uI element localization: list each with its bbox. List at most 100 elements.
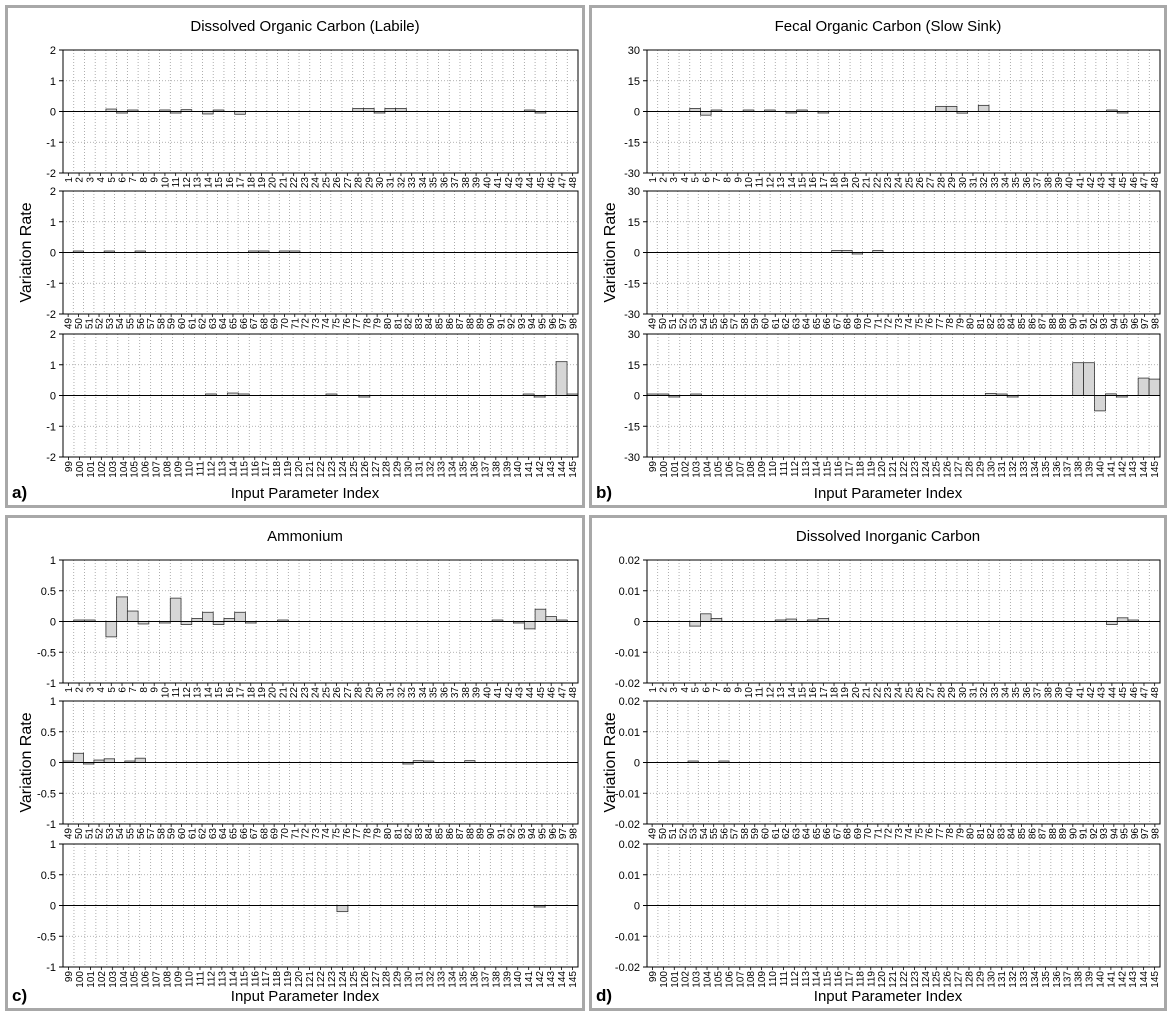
x-tick-label: 63 [791, 318, 802, 330]
x-tick-label: 3 [85, 687, 96, 693]
x-tick-label: 80 [966, 318, 977, 330]
x-tick-label: 63 [791, 828, 802, 840]
y-axis-label: Variation Rate [18, 712, 35, 812]
x-tick-label: 127 [371, 971, 382, 988]
x-tick-label: 124 [338, 461, 349, 478]
x-tick-label: 114 [812, 971, 823, 987]
x-tick-label: 21 [278, 177, 289, 189]
x-tick-label: 92 [1089, 828, 1100, 840]
x-tick-label: 86 [445, 828, 456, 840]
x-tick-label: 55 [709, 318, 720, 330]
x-tick-label: 28 [354, 177, 365, 189]
x-tick-label: 124 [921, 461, 932, 478]
x-tick-label: 48 [1150, 687, 1161, 699]
x-tick-label: 115 [239, 461, 250, 477]
x-tick-label: 11 [755, 687, 766, 698]
x-tick-label: 63 [208, 318, 219, 330]
x-tick-label: 12 [182, 177, 193, 189]
x-tick-label: 34 [1001, 177, 1012, 189]
x-tick-label: 13 [193, 687, 204, 699]
x-tick-label: 35 [429, 687, 440, 699]
x-tick-label: 98 [1150, 318, 1161, 330]
x-tick-label: 62 [781, 318, 792, 330]
bar [126, 610, 139, 622]
x-tick-label: 40 [482, 177, 493, 189]
x-tick-label: 100 [75, 461, 86, 478]
x-tick-label: 57 [730, 828, 741, 840]
x-tick-label: 90 [486, 318, 497, 330]
x-tick-label: 113 [217, 461, 228, 477]
x-tick-label: 11 [171, 687, 182, 698]
x-tick-label: 1 [64, 687, 75, 693]
x-tick-label: 60 [760, 318, 771, 330]
x-tick-label: 4 [680, 687, 691, 693]
x-tick-label: 5 [107, 177, 118, 183]
x-tick-label: 69 [853, 318, 864, 330]
x-tick-label: 53 [689, 828, 700, 840]
x-tick-label: 134 [447, 461, 458, 478]
y-tick-label: 2 [50, 329, 56, 341]
y-tick-label: -0.01 [615, 788, 640, 800]
bar [935, 105, 947, 112]
x-tick-label: 68 [843, 828, 854, 840]
x-tick-label: 66 [239, 828, 250, 840]
x-tick-label: 56 [136, 828, 147, 840]
x-tick-label: 138 [491, 971, 502, 988]
x-tick-label: 128 [964, 971, 975, 988]
x-tick-label: 94 [527, 318, 538, 330]
x-tick-label: 120 [877, 461, 888, 478]
x-tick-label: 46 [547, 177, 558, 189]
x-tick-label: 75 [331, 828, 342, 840]
x-tick-label: 15 [214, 177, 225, 189]
x-tick-label: 105 [713, 461, 724, 478]
x-tick-label: 54 [115, 318, 126, 330]
x-tick-label: 60 [760, 828, 771, 840]
x-tick-label: 50 [74, 828, 85, 840]
x-tick-label: 123 [327, 971, 338, 988]
x-tick-label: 50 [658, 318, 669, 330]
x-tick-label: 70 [863, 318, 874, 330]
x-tick-label: 129 [393, 971, 404, 988]
x-tick-label: 138 [1074, 461, 1085, 478]
x-tick-label: 79 [955, 318, 966, 330]
x-tick-label: 116 [250, 971, 261, 987]
x-tick-label: 139 [1085, 461, 1096, 478]
x-tick-label: 67 [832, 318, 843, 330]
subplot-row-3: 30 15 0 -15 -30 99 100 101 102 103 104 105 106 107 108… [624, 329, 1161, 478]
x-tick-label: 59 [750, 318, 761, 330]
x-tick-label: 119 [866, 461, 877, 477]
x-tick-label: 102 [97, 461, 108, 478]
x-tick-label: 29 [947, 177, 958, 189]
x-tick-label: 109 [757, 461, 768, 478]
x-tick-label: 67 [249, 318, 260, 330]
x-tick-label: 27 [343, 177, 354, 189]
x-tick-label: 15 [797, 687, 808, 699]
panel-letter: d) [596, 986, 612, 1005]
x-tick-label: 65 [812, 828, 823, 840]
x-tick-label: 112 [790, 461, 801, 477]
x-tick-label: 18 [246, 687, 257, 699]
x-tick-label: 34 [1001, 687, 1012, 699]
x-tick-label: 117 [261, 971, 272, 987]
x-tick-label: 91 [1079, 828, 1090, 840]
x-tick-label: 122 [899, 461, 910, 478]
x-tick-label: 37 [450, 177, 461, 189]
x-tick-label: 77 [935, 318, 946, 330]
x-tick-label: 58 [740, 318, 751, 330]
x-tick-label: 25 [904, 177, 915, 189]
x-tick-label: 51 [84, 318, 95, 330]
x-tick-label: 93 [1099, 318, 1110, 330]
x-tick-label: 2 [75, 177, 86, 183]
y-tick-label: -30 [624, 309, 640, 321]
x-tick-label: 97 [1140, 828, 1151, 840]
x-tick-label: 33 [990, 687, 1001, 699]
x-tick-label: 87 [455, 318, 466, 330]
x-tick-label: 78 [362, 318, 373, 330]
x-tick-label: 134 [1030, 971, 1041, 988]
x-tick-label: 77 [352, 318, 363, 330]
x-tick-label: 66 [822, 828, 833, 840]
x-tick-label: 46 [1129, 177, 1140, 189]
x-tick-label: 135 [1041, 461, 1052, 478]
x-tick-label: 102 [97, 971, 108, 988]
x-tick-label: 118 [855, 971, 866, 987]
